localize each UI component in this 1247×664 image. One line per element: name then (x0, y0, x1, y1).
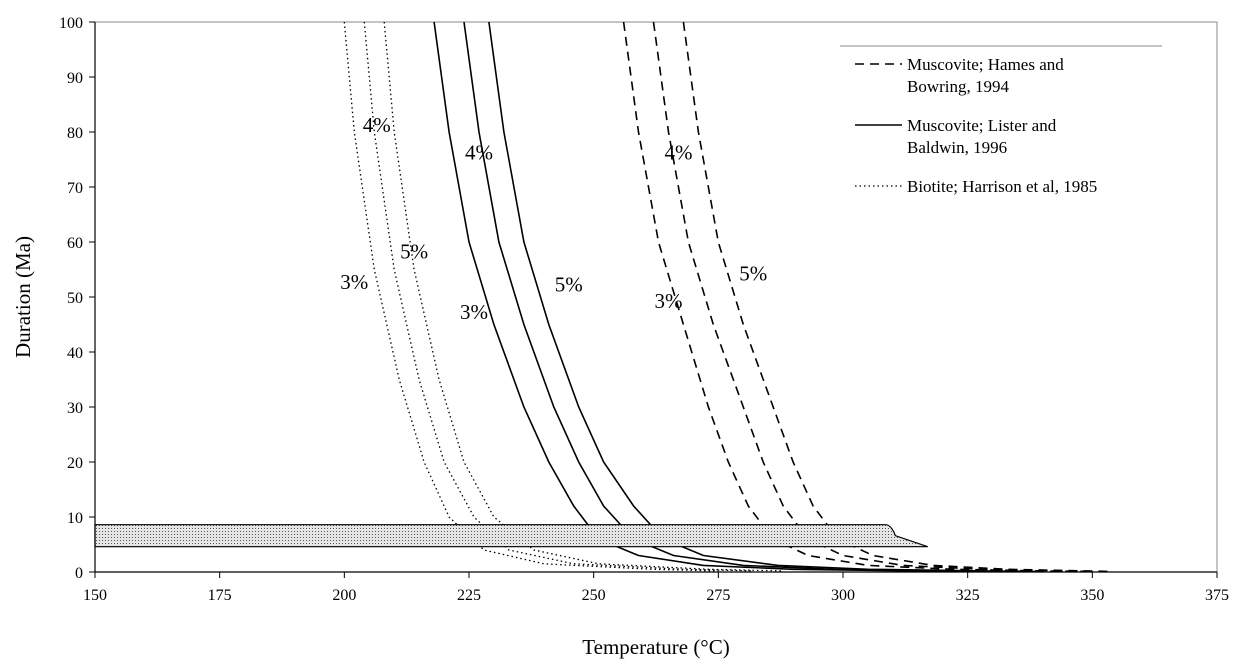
legend-label-2-line2: Baldwin, 1996 (907, 138, 1007, 157)
series-lister-line-6 (488, 21, 1043, 573)
x-tick-label-175: 175 (208, 587, 232, 604)
series-lister-line-5 (463, 21, 1018, 573)
axes: 150 175 200 225 250 275 300 325 350 375 0 10 20 30 40 5… (59, 15, 1229, 604)
plot-frame (94, 21, 1218, 573)
y-tick-label-60: 60 (67, 235, 83, 252)
y-tick-label-10: 10 (67, 510, 83, 527)
series-biotite-line-3 (383, 21, 784, 572)
duration-band (94, 524, 928, 548)
annotation-2: 5% (400, 240, 428, 264)
x-tick-label-150: 150 (83, 587, 107, 604)
series-lister-line-4 (433, 21, 993, 573)
annotation-5: 3% (460, 300, 488, 324)
plot-area (94, 21, 1218, 573)
y-tick-label-100: 100 (59, 15, 83, 32)
legend-label-3: Biotite; Harrison et al, 1985 (907, 177, 1097, 196)
series-hames-line-7 (622, 21, 1093, 573)
annotation-7: 4% (664, 141, 692, 165)
y-tick-label-20: 20 (67, 455, 83, 472)
x-axis-label: Temperature (°C) (582, 635, 729, 659)
y-tick-label-40: 40 (67, 345, 83, 362)
y-axis-label: Duration (Ma) (11, 236, 35, 358)
y-tick-label-80: 80 (67, 125, 83, 142)
series-layer (343, 21, 1113, 573)
legend-label-2: Muscovite; Lister and (907, 116, 1057, 135)
y-tick-label-70: 70 (67, 180, 83, 197)
x-tick-label-300: 300 (831, 587, 855, 604)
annotation-6: 5% (555, 273, 583, 297)
y-tick-label-50: 50 (67, 290, 83, 307)
series-hames-line-8 (652, 21, 1103, 573)
y-tick-label-30: 30 (67, 400, 83, 417)
duration-band-shape (94, 524, 928, 548)
x-tick-label-350: 350 (1080, 587, 1104, 604)
legend-label-1-line2: Bowring, 1994 (907, 77, 1010, 96)
annotation-3: 3% (340, 270, 368, 294)
x-tick-label-225: 225 (457, 587, 481, 604)
y-tick-label-90: 90 (67, 70, 83, 87)
annotations: 4% 5% 3% 4% 3% 5% 4% 3% 5% (340, 113, 767, 324)
x-tick-label-325: 325 (956, 587, 980, 604)
y-tick-label-0: 0 (75, 565, 83, 582)
x-tick-label-275: 275 (706, 587, 730, 604)
legend: Muscovite; Hames and Bowring, 1994 Muscovi… (840, 45, 1162, 196)
annotation-9: 5% (739, 262, 767, 286)
x-tick-label-200: 200 (332, 587, 356, 604)
series-hames-line-9 (682, 21, 1113, 573)
x-tick-label-375: 375 (1205, 587, 1229, 604)
x-tick-label-250: 250 (582, 587, 606, 604)
annotation-1: 4% (363, 113, 391, 137)
annotation-4: 4% (465, 141, 493, 165)
series-biotite-line-2 (363, 21, 754, 572)
legend-label-1: Muscovite; Hames and (907, 55, 1064, 74)
annotation-8: 3% (654, 289, 682, 313)
